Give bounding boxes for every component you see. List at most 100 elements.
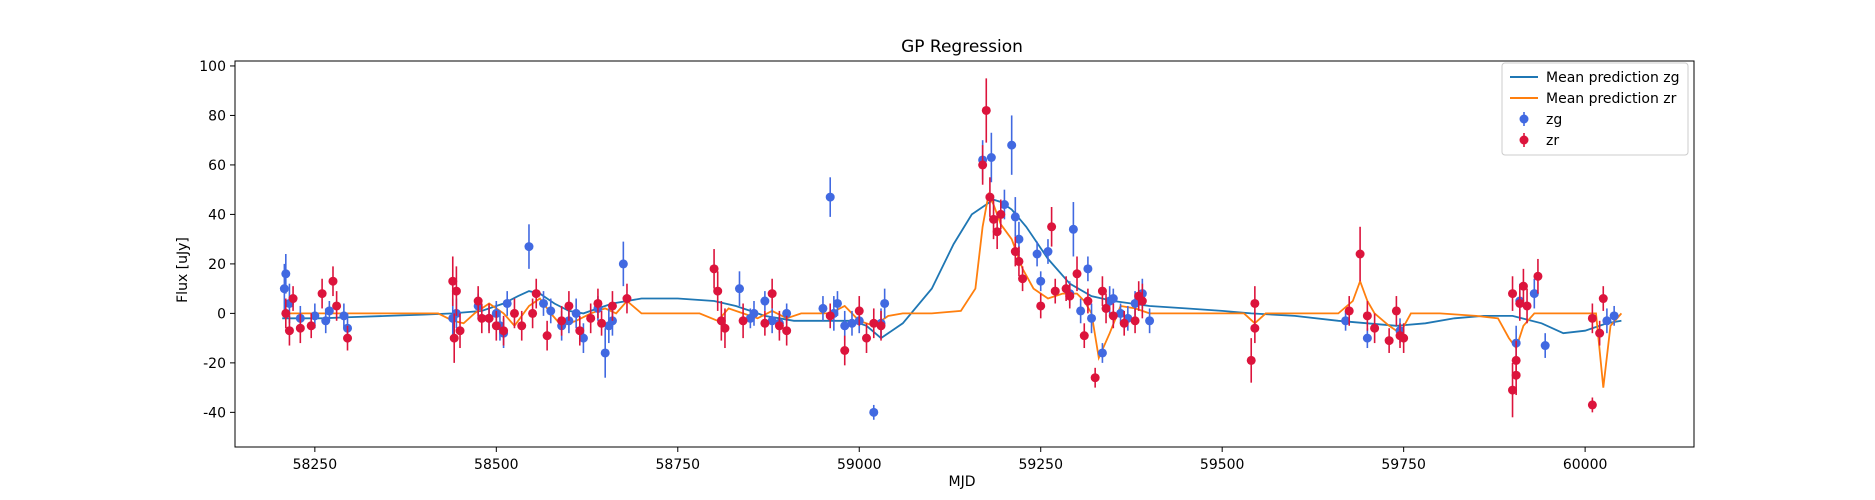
x-tick-label: 58500 xyxy=(474,457,519,473)
marker xyxy=(1073,269,1082,278)
data-point-zg xyxy=(1541,333,1550,358)
x-tick-label: 59250 xyxy=(1018,457,1063,473)
plot-frame xyxy=(235,61,1694,447)
marker xyxy=(1069,225,1078,234)
data-point-zg xyxy=(1083,256,1092,281)
data-point-zr xyxy=(1356,227,1365,281)
marker xyxy=(1036,277,1045,286)
marker xyxy=(280,284,289,293)
marker xyxy=(978,160,987,169)
data-point-zg xyxy=(1033,242,1042,267)
data-point-zr xyxy=(1599,286,1608,311)
marker xyxy=(1370,324,1379,333)
marker xyxy=(1051,287,1060,296)
marker xyxy=(1385,336,1394,345)
marker xyxy=(619,259,628,268)
y-axis: -40-20020406080100 xyxy=(199,59,235,421)
marker xyxy=(987,153,996,162)
y-tick-label: 20 xyxy=(208,257,226,273)
marker xyxy=(597,319,606,328)
data-point-zr xyxy=(622,284,631,314)
marker xyxy=(826,193,835,202)
y-tick-label: 60 xyxy=(208,158,226,174)
marker xyxy=(869,408,878,417)
marker xyxy=(1036,301,1045,310)
chart-title: GP Regression xyxy=(901,37,1023,57)
marker xyxy=(1083,297,1092,306)
data-point-zr xyxy=(1131,308,1140,333)
data-point-zr xyxy=(557,306,566,336)
data-point-zr xyxy=(1091,368,1100,388)
marker xyxy=(289,294,298,303)
marker xyxy=(826,311,835,320)
marker xyxy=(517,321,526,330)
marker xyxy=(1392,306,1401,315)
marker xyxy=(524,242,533,251)
marker xyxy=(539,299,548,308)
marker xyxy=(1120,319,1129,328)
marker xyxy=(1080,331,1089,340)
data-point-zg xyxy=(847,311,856,336)
marker xyxy=(1363,334,1372,343)
marker xyxy=(735,284,744,293)
marker xyxy=(1131,316,1140,325)
marker xyxy=(296,324,305,333)
marker xyxy=(321,316,330,325)
x-tick-label: 58750 xyxy=(656,457,701,473)
legend-label: Mean prediction zr xyxy=(1546,91,1677,107)
marker xyxy=(818,304,827,313)
marker xyxy=(1541,341,1550,350)
marker xyxy=(564,301,573,310)
y-tick-label: 80 xyxy=(208,108,226,124)
x-tick-label: 59500 xyxy=(1200,457,1245,473)
marker xyxy=(1065,292,1074,301)
data-point-zr xyxy=(318,279,327,309)
marker xyxy=(720,324,729,333)
data-point-zr xyxy=(543,321,552,351)
y-tick-label: -40 xyxy=(203,405,226,421)
marker xyxy=(586,314,595,323)
marker xyxy=(760,319,769,328)
marker xyxy=(1250,324,1259,333)
x-tick-label: 59750 xyxy=(1381,457,1426,473)
marker xyxy=(1523,301,1532,310)
data-point-zg xyxy=(1069,202,1078,256)
data-point-zg xyxy=(524,224,533,269)
marker xyxy=(739,316,748,325)
marker xyxy=(1356,250,1365,259)
marker xyxy=(840,346,849,355)
marker xyxy=(1595,329,1604,338)
legend: Mean prediction zg Mean prediction zr zg zr xyxy=(1502,63,1688,155)
marker xyxy=(307,321,316,330)
x-axis: 58250 58500 58750 59000 59250 59500 59750 60000 xyxy=(293,447,1608,473)
marker xyxy=(749,309,758,318)
marker xyxy=(328,277,337,286)
marker xyxy=(503,299,512,308)
marker xyxy=(318,289,327,298)
marker xyxy=(557,316,566,325)
data-point-zr xyxy=(1036,294,1045,319)
data-point-zr xyxy=(1588,398,1597,413)
marker xyxy=(343,334,352,343)
data-point-zg xyxy=(869,405,878,420)
y-axis-label: Flux [uJy] xyxy=(175,237,191,303)
marker xyxy=(1098,348,1107,357)
marker xyxy=(1102,304,1111,313)
plot-area xyxy=(280,78,1622,419)
data-point-zr xyxy=(982,78,991,142)
data-point-zg xyxy=(987,133,996,182)
x-tick-label: 58250 xyxy=(293,457,338,473)
data-point-zg xyxy=(1363,328,1372,348)
marker xyxy=(1043,247,1052,256)
marker xyxy=(1247,356,1256,365)
marker xyxy=(499,326,508,335)
marker xyxy=(1610,311,1619,320)
marker xyxy=(456,326,465,335)
marker xyxy=(760,297,769,306)
marker xyxy=(528,309,537,318)
marker xyxy=(1533,272,1542,281)
marker xyxy=(1011,212,1020,221)
marker xyxy=(601,348,610,357)
marker xyxy=(855,306,864,315)
